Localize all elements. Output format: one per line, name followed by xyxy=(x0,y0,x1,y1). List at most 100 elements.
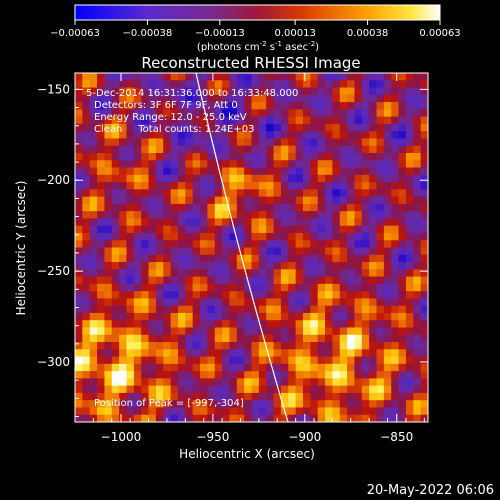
image-pixel xyxy=(339,87,348,96)
image-pixel xyxy=(222,414,230,422)
image-pixel xyxy=(317,342,326,350)
image-pixel xyxy=(229,203,238,212)
image-pixel xyxy=(163,298,171,307)
image-pixel xyxy=(280,174,289,183)
image-pixel xyxy=(310,327,319,336)
image-pixel xyxy=(413,218,422,227)
image-pixel xyxy=(192,283,201,292)
image-pixel xyxy=(288,392,297,401)
image-pixel xyxy=(354,262,363,270)
image-pixel xyxy=(141,356,149,365)
image-pixel xyxy=(332,102,341,110)
colorbar-tick-label: −0.00063 xyxy=(50,28,100,39)
image-pixel xyxy=(288,116,297,125)
image-pixel xyxy=(229,182,238,190)
image-pixel xyxy=(177,392,186,401)
image-pixel xyxy=(288,131,297,139)
image-pixel xyxy=(280,269,289,277)
image-pixel xyxy=(405,254,414,263)
image-pixel xyxy=(185,160,194,168)
image-pixel xyxy=(75,276,83,285)
image-pixel xyxy=(141,247,149,256)
peak-position-text: Position of Peak = [-997,-304] xyxy=(94,398,244,409)
image-pixel xyxy=(398,102,407,110)
image-pixel xyxy=(288,342,297,350)
image-pixel xyxy=(376,407,385,416)
image-pixel xyxy=(207,283,216,292)
image-pixel xyxy=(148,138,157,147)
image-pixel xyxy=(317,189,326,197)
image-pixel xyxy=(200,240,208,248)
image-pixel xyxy=(214,327,223,336)
image-pixel xyxy=(310,102,319,110)
image-pixel xyxy=(236,400,245,408)
image-pixel xyxy=(200,145,208,154)
image-pixel xyxy=(369,298,377,307)
image-pixel xyxy=(317,167,326,176)
image-pixel xyxy=(383,363,392,372)
image-pixel xyxy=(119,80,127,88)
image-pixel xyxy=(111,73,120,81)
image-pixel xyxy=(420,247,428,256)
image-pixel xyxy=(420,102,428,110)
image-pixel xyxy=(104,203,113,212)
image-pixel xyxy=(413,407,422,416)
image-pixel xyxy=(141,80,149,88)
image-pixel xyxy=(155,174,164,183)
image-pixel xyxy=(310,291,319,299)
image-pixel xyxy=(369,174,377,183)
image-pixel xyxy=(148,356,157,365)
image-pixel xyxy=(75,94,83,103)
image-pixel xyxy=(391,152,399,161)
image-pixel xyxy=(273,182,282,190)
image-pixel xyxy=(347,123,355,132)
image-pixel xyxy=(82,283,91,292)
image-pixel xyxy=(391,414,399,422)
image-pixel xyxy=(170,385,179,394)
image-pixel xyxy=(177,400,186,408)
image-pixel xyxy=(82,174,91,183)
image-pixel xyxy=(170,160,179,168)
image-pixel xyxy=(325,305,333,314)
image-pixel xyxy=(104,385,113,394)
image-pixel xyxy=(192,160,201,168)
image-pixel xyxy=(119,283,127,292)
image-pixel xyxy=(192,392,201,401)
image-pixel xyxy=(200,225,208,234)
image-pixel xyxy=(214,320,223,328)
image-pixel xyxy=(361,305,370,314)
image-pixel xyxy=(420,167,428,176)
image-pixel xyxy=(354,371,363,379)
image-pixel xyxy=(398,254,407,263)
image-pixel xyxy=(420,123,428,132)
image-pixel xyxy=(398,291,407,299)
image-pixel xyxy=(317,254,326,263)
image-pixel xyxy=(266,174,274,183)
image-pixel xyxy=(155,94,164,103)
y-tick-label: −150 xyxy=(37,82,70,96)
image-pixel xyxy=(148,131,157,139)
image-pixel xyxy=(214,291,223,299)
image-pixel xyxy=(163,342,171,350)
image-pixel xyxy=(325,334,333,343)
image-pixel xyxy=(251,254,260,263)
image-pixel xyxy=(97,225,105,234)
image-pixel xyxy=(75,203,83,212)
image-pixel xyxy=(405,363,414,372)
image-pixel xyxy=(302,414,311,422)
image-pixel xyxy=(420,196,428,205)
image-pixel xyxy=(177,320,186,328)
image-pixel xyxy=(317,276,326,285)
image-pixel xyxy=(155,407,164,416)
image-pixel xyxy=(280,320,289,328)
image-pixel xyxy=(75,320,83,328)
image-pixel xyxy=(119,160,127,168)
image-pixel xyxy=(251,174,260,183)
image-pixel xyxy=(170,334,179,343)
image-pixel xyxy=(229,240,238,248)
image-pixel xyxy=(75,138,83,147)
image-pixel xyxy=(126,349,135,357)
image-pixel xyxy=(214,167,223,176)
image-pixel xyxy=(258,349,267,357)
image-pixel xyxy=(89,196,98,205)
